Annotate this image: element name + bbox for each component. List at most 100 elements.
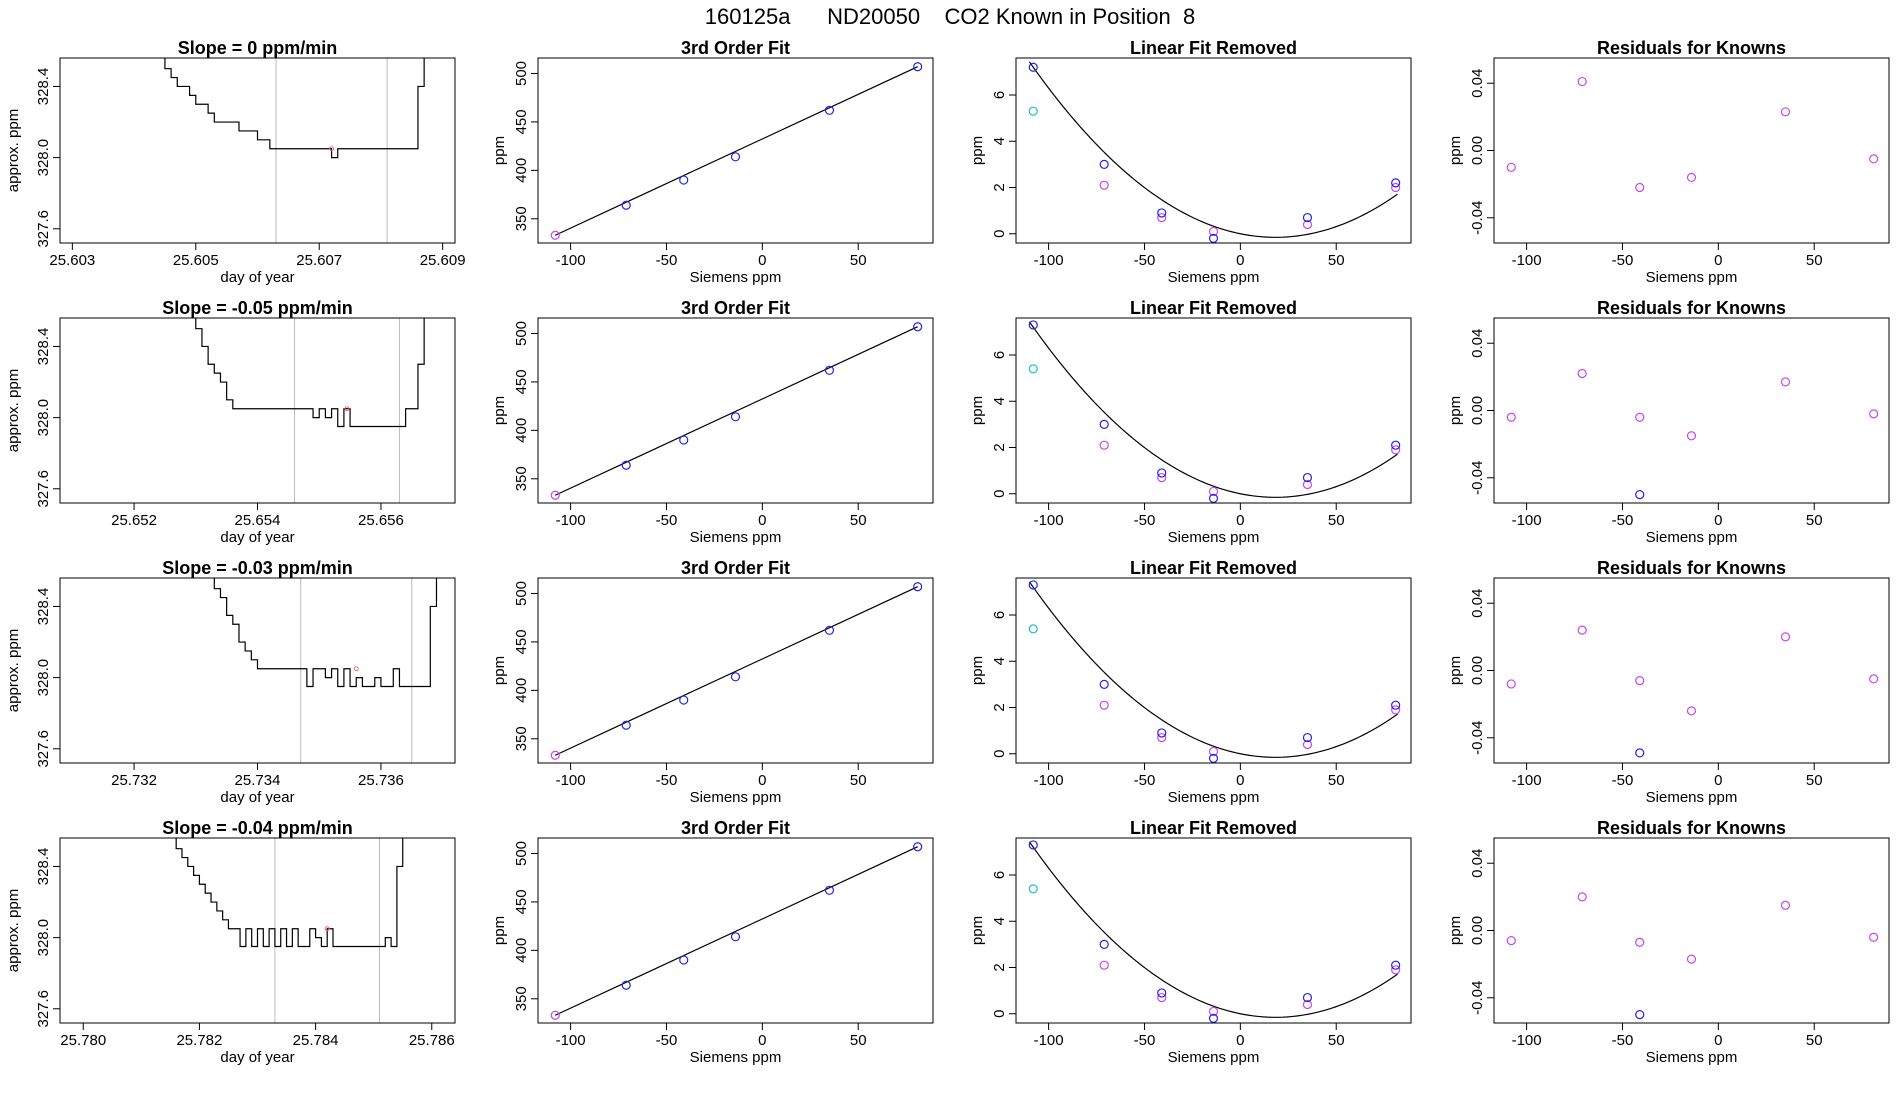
x-axis-label: Siemens ppm [1646, 1049, 1738, 1066]
x-tick-label: -50 [1134, 772, 1156, 789]
data-point [679, 695, 689, 705]
x-tick-label: 25.609 [420, 252, 466, 269]
plot-frame [537, 577, 934, 764]
data-point [550, 1010, 560, 1020]
y-axis-label: ppm [969, 396, 986, 425]
y-tick-label: 0 [991, 490, 1008, 498]
x-tick-label: 0 [758, 772, 766, 789]
y-axis-label: ppm [491, 916, 508, 945]
fit-line [555, 326, 918, 496]
panel-title: Linear Fit Removed [1130, 38, 1297, 58]
plot-area [550, 842, 923, 1020]
y-tick-label: 350 [513, 726, 530, 751]
y-tick-label: 4 [991, 657, 1008, 665]
blue-point [1302, 212, 1313, 223]
y-tick-label: 0.00 [1469, 396, 1486, 425]
figure-title: 160125a ND20050 CO2 Known in Position 8 [704, 4, 1196, 29]
purple-point [1099, 960, 1109, 970]
y-tick-label: 500 [513, 581, 530, 606]
x-axis-label: Siemens ppm [690, 1049, 782, 1066]
residual-point [1869, 674, 1879, 684]
blue-point [1391, 960, 1401, 970]
y-axis-label: ppm [491, 396, 508, 425]
x-tick-label: -50 [1134, 1032, 1156, 1049]
x-axis-label: Siemens ppm [1168, 1049, 1260, 1066]
y-tick-label: 0.04 [1469, 69, 1486, 98]
x-axis-label: Siemens ppm [1168, 789, 1260, 806]
x-axis-label: Siemens ppm [1646, 789, 1738, 806]
plot-area [175, 838, 404, 1023]
blue-point [1208, 493, 1219, 503]
y-tick-label: 0.04 [1469, 589, 1486, 618]
x-axis-label: Siemens ppm [1646, 529, 1738, 546]
x-tick-label: 0 [1714, 1032, 1722, 1049]
data-point [824, 625, 835, 635]
y-tick-label: 0.00 [1469, 916, 1486, 945]
y-tick-label: 450 [513, 369, 530, 394]
plot-frame [537, 57, 934, 244]
blue-point [1028, 320, 1038, 330]
x-tick-label: 50 [850, 772, 867, 789]
data-point [621, 980, 631, 990]
residual-point [1506, 412, 1516, 422]
y-tick-label: 327.6 [35, 210, 52, 248]
purple-point [1391, 965, 1401, 975]
blue-point [1099, 159, 1109, 169]
plot-frame [1015, 577, 1412, 764]
purple-point [1208, 1006, 1219, 1017]
x-tick-label: -50 [656, 252, 678, 269]
residual-point [1780, 900, 1791, 910]
y-tick-label: 328.0 [35, 919, 52, 957]
plot-area [1028, 580, 1401, 763]
fit-curve [1028, 61, 1398, 238]
y-tick-label: 327.6 [35, 470, 52, 508]
x-tick-label: 25.736 [358, 772, 404, 789]
x-tick-label: -100 [1512, 1032, 1542, 1049]
y-tick-label: 4 [991, 397, 1008, 405]
blue-point [1208, 1013, 1219, 1023]
plot-area [550, 582, 923, 760]
residual-point [1577, 892, 1587, 902]
x-axis-label: day of year [220, 529, 294, 546]
panel-title: Slope = 0 ppm/min [178, 38, 338, 58]
y-tick-label: 6 [991, 91, 1008, 99]
data-point [730, 932, 741, 942]
series-line [175, 838, 404, 948]
x-tick-label: 0 [1236, 512, 1244, 529]
residual-point [1506, 162, 1516, 172]
blue-point [1157, 728, 1167, 738]
x-tick-label: 25.784 [293, 1032, 339, 1049]
data-point [550, 750, 560, 760]
x-tick-label: -100 [1034, 772, 1064, 789]
purple-point [1302, 739, 1313, 750]
residual-point-blue [1635, 748, 1645, 758]
purple-point [1302, 999, 1313, 1010]
x-tick-label: 50 [1806, 772, 1823, 789]
blue-point [1157, 988, 1167, 998]
panel-title: 3rd Order Fit [681, 818, 790, 838]
data-point [679, 955, 689, 965]
fit-line [555, 846, 918, 1016]
y-tick-label: 400 [513, 418, 530, 443]
series-line [164, 58, 425, 159]
x-tick-label: 25.786 [409, 1032, 455, 1049]
purple-point [1157, 212, 1167, 223]
plot-frame [1015, 57, 1412, 244]
blue-point [1028, 840, 1038, 850]
x-axis-label: Siemens ppm [690, 269, 782, 286]
slope-r2: Slope = -0.05 ppm/min 25.652 25.654 25.656 3… [5, 298, 456, 546]
y-tick-label: 328.0 [35, 659, 52, 697]
x-tick-label: -50 [1612, 772, 1634, 789]
fit-curve [1028, 321, 1398, 498]
y-tick-label: -0.04 [1469, 981, 1486, 1015]
x-tick-label: 0 [758, 252, 766, 269]
residual-point [1869, 154, 1879, 164]
blue-point [1302, 472, 1313, 483]
series-line [213, 578, 438, 688]
y-tick-label: 6 [991, 351, 1008, 359]
y-axis-label: ppm [1447, 396, 1464, 425]
blue-point [1028, 580, 1038, 590]
data-point [824, 885, 835, 895]
data-point [550, 230, 560, 240]
